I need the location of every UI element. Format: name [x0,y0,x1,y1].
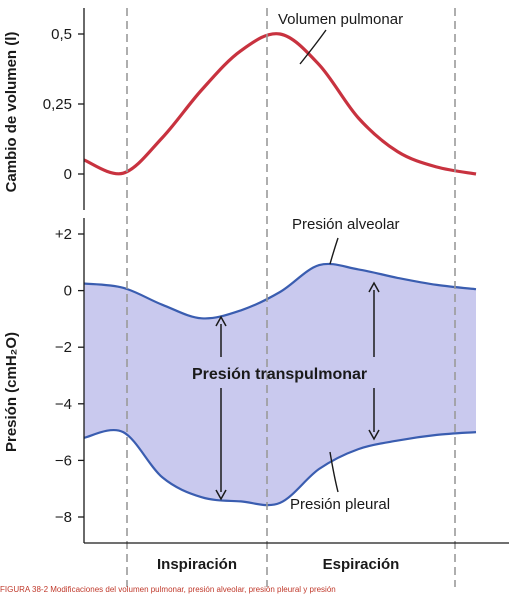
pressure-tick-label: −6 [55,452,72,469]
volume-tick-label: 0,25 [43,96,72,113]
volume-tick-label: 0 [64,166,72,183]
pleural-pressure-label: Presión pleural [290,496,390,513]
pleural-pressure-line [83,428,477,507]
pressure-tick-label: 0 [64,283,72,300]
phase-label-expiration: Espiración [323,556,400,573]
alveolar-pressure-leader [329,237,339,265]
bottom-y-axis-title: Presión (cmH₂O) [3,332,20,452]
pressure-tick-label: +2 [55,226,72,243]
pressure-tick-label: −4 [55,396,72,413]
alveolar-pressure-label: Presión alveolar [292,216,400,233]
pleural-pressure-leader [329,451,339,493]
lung-volume-leader [299,29,327,65]
transpulmonary-pressure-band [84,263,476,506]
phase-label-inspiration: Inspiración [157,556,237,573]
lung-volume-line [83,32,477,176]
top-y-axis-title: Cambio de volumen (l) [3,32,20,193]
pressure-tick-label: −8 [55,509,72,526]
figure-caption: FIGURA 38-2 Modificaciones del volumen p… [0,585,336,594]
volume-tick-label: 0,5 [51,26,72,43]
pressure-tick-label: −2 [55,339,72,356]
transpulmonary-arrow-expiration [368,281,380,441]
lung-volume-label: Volumen pulmonar [278,11,403,28]
transpulmonary-arrow-inspiration [215,315,227,501]
transpulmonary-pressure-label: Presión transpulmonar [192,366,367,383]
alveolar-pressure-line [83,262,477,320]
